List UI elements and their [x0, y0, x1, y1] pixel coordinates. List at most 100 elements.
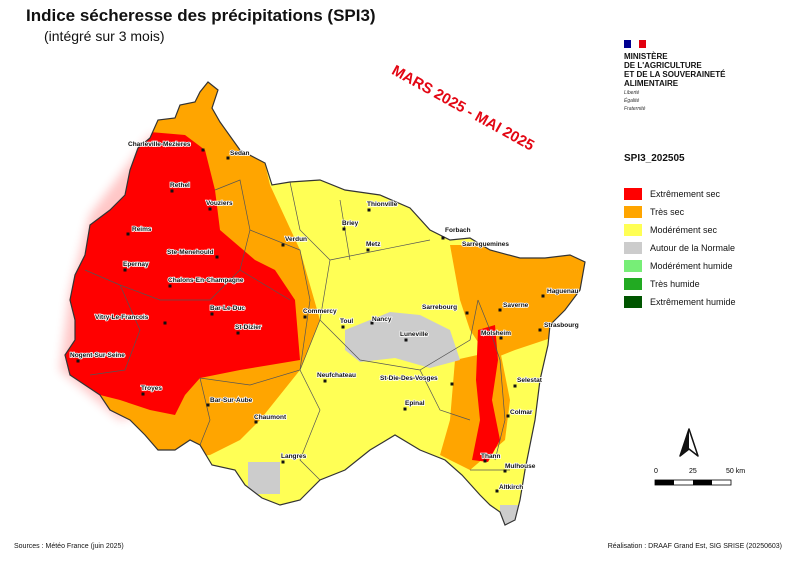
city-label-chaumont: Chaumont: [254, 414, 287, 421]
city-label-thionville: Thionville: [367, 201, 398, 208]
city-label-epinal: Epinal: [405, 400, 425, 407]
legend-swatch: [624, 206, 642, 218]
legend: Extrêmement sec Très sec Modérément sec …: [624, 185, 736, 311]
legend-item: Très humide: [624, 275, 736, 293]
city-label-sarreguemines: Sarreguemines: [462, 241, 509, 248]
city-marker-haguenau: [541, 294, 545, 298]
city-label-sedan: Sedan: [230, 150, 250, 157]
legend-label: Extrêmement humide: [650, 297, 736, 307]
city-marker-chaumont: [254, 420, 258, 424]
sources-note: Sources : Météo France (juin 2025): [14, 543, 124, 550]
city-marker-verdun: [281, 243, 285, 247]
legend-label: Autour de la Normale: [650, 243, 736, 253]
motto-3: Fraternité: [624, 106, 646, 112]
city-marker-commercy: [303, 315, 307, 319]
city-label-haguenau: Haguenau: [547, 288, 578, 295]
ministry-name-1: MINISTÈRE: [624, 52, 668, 61]
legend-item: Autour de la Normale: [624, 239, 736, 257]
legend-item: Très sec: [624, 203, 736, 221]
city-label-luneville: Luneville: [400, 331, 429, 338]
legend-item: Modérément sec: [624, 221, 736, 239]
city-label-molsheim: Molsheim: [481, 330, 511, 337]
city-label-rethel: Rethel: [170, 182, 190, 189]
zone-extremely-dry-west: [65, 132, 300, 415]
city-marker-strasbourg: [538, 328, 542, 332]
north-arrow-icon: [679, 428, 699, 457]
city-label-vitry-le-francois: Vitry-Le-Francois: [95, 314, 149, 321]
city-label-metz: Metz: [366, 241, 381, 248]
city-marker-altkirch: [495, 489, 499, 493]
city-marker-reims: [126, 232, 130, 236]
map-title: Indice sécheresse des précipitations (SP…: [26, 6, 376, 25]
legend-label: Extrêmement sec: [650, 189, 721, 199]
city-marker-luneville: [404, 338, 408, 342]
city-label-briey: Briey: [342, 220, 359, 227]
legend-swatch: [624, 260, 642, 272]
city-label-sarrebourg: Sarrebourg: [422, 304, 457, 311]
motto-2: Égalité: [624, 98, 640, 104]
ministry-name-4: ALIMENTAIRE: [624, 79, 679, 88]
city-label-bar-sur-aube: Bar-Sur-Aube: [210, 397, 253, 404]
city-marker-troyes: [141, 392, 145, 396]
scale-tick-50: 50 km: [726, 468, 745, 475]
flag-red: [638, 40, 646, 48]
city-marker-forbach: [441, 236, 445, 240]
city-marker-epernay: [123, 268, 127, 272]
zone-extremely-dry-vosges: [472, 325, 500, 462]
legend-label: Très sec: [650, 207, 685, 217]
zone-normal-langres: [248, 462, 280, 494]
city-marker-bar-le-duc: [210, 312, 214, 316]
city-marker-st-dizier: [236, 331, 240, 335]
city-label-chalons-en-champagne: Chalons-En-Champagne: [168, 277, 244, 284]
city-marker-briey: [342, 227, 346, 231]
city-label-mulhouse: Mulhouse: [505, 463, 536, 470]
city-marker-thionville: [367, 208, 371, 212]
scale-bar: 0 25 50 km: [654, 468, 745, 486]
city-label-colmar: Colmar: [510, 409, 533, 416]
city-layer: Charleville-Mezieres Sedan Rethel Vouziers R…: [69, 140, 580, 493]
legend-label: Modérément humide: [650, 261, 733, 271]
city-marker-thann: [483, 459, 487, 463]
city-label-nancy: Nancy: [372, 316, 392, 323]
city-marker-colmar: [506, 414, 510, 418]
legend-swatch: [624, 188, 642, 200]
city-label-charleville-mezieres: Charleville-Mezieres: [128, 141, 191, 148]
city-label-st-die-des-vosges: St-Die-Des-Vosges: [380, 375, 438, 382]
city-marker-vouziers: [208, 207, 212, 211]
city-marker-sarreguemines: [470, 243, 474, 247]
scale-tick-25: 25: [689, 468, 697, 475]
city-label-thann: Thann: [481, 453, 501, 460]
city-marker-molsheim: [499, 336, 503, 340]
city-label-langres: Langres: [281, 453, 307, 460]
city-label-ste-menehould: Ste-Menehould: [167, 249, 214, 256]
city-marker-rethel: [170, 189, 174, 193]
zone-normal-sundgau: [500, 505, 525, 525]
city-label-st-dizier: St-Dizier: [235, 324, 262, 331]
department-borders: [84, 179, 510, 481]
city-marker-mulhouse: [503, 469, 507, 473]
city-label-strasbourg: Strasbourg: [544, 322, 579, 329]
map-subtitle: (intégré sur 3 mois): [44, 28, 165, 44]
credit-note: Réalisation : DRAAF Grand Est, SIG SRISE…: [607, 543, 782, 550]
motto-1: Liberté: [624, 90, 640, 96]
city-label-nogent-sur-seine: Nogent-Sur-Seine: [70, 352, 125, 359]
city-marker-metz: [366, 248, 370, 252]
city-marker-epinal: [403, 407, 407, 411]
city-label-bar-le-duc: Bar-Le-Duc: [210, 305, 245, 312]
city-label-epernay: Epernay: [123, 261, 149, 268]
legend-swatch: [624, 278, 642, 290]
legend-title: SPI3_202505: [624, 153, 685, 164]
city-marker-selestat: [513, 384, 517, 388]
city-label-commercy: Commercy: [303, 308, 337, 315]
legend-item: Modérément humide: [624, 257, 736, 275]
city-label-saverne: Saverne: [503, 302, 529, 309]
ministry-logo: MINISTÈRE DE L'AGRICULTURE ET DE LA SOUV…: [624, 40, 784, 112]
city-marker-bar-sur-aube: [206, 403, 210, 407]
city-marker-vitry-le-francois: [163, 321, 167, 325]
city-label-verdun: Verdun: [285, 236, 307, 243]
city-marker-nogent-sur-seine: [76, 359, 80, 363]
city-label-toul: Toul: [340, 318, 353, 325]
city-label-selestat: Selestat: [517, 377, 543, 384]
city-label-forbach: Forbach: [445, 227, 471, 234]
